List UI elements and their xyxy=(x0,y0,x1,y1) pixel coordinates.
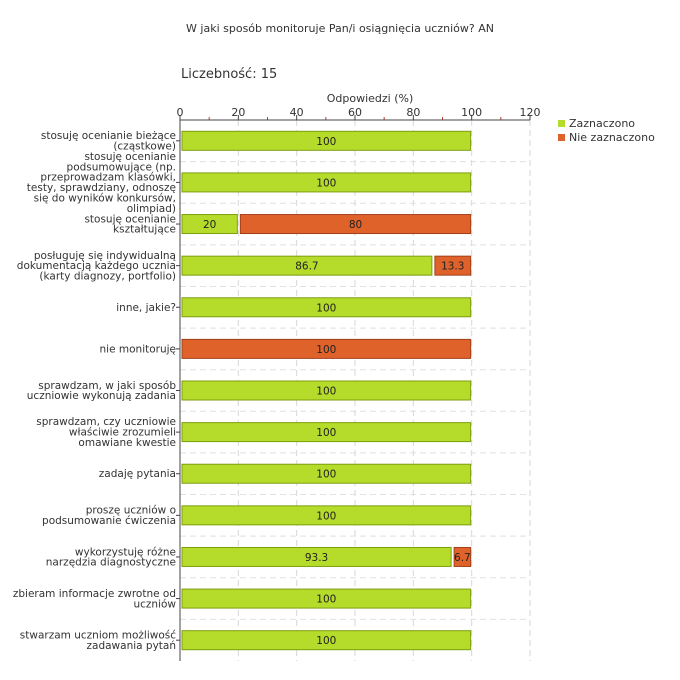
category-label: stosuję ocenianie bieżące (cząstkowe) xyxy=(41,130,176,152)
bar-zaznaczono xyxy=(181,463,472,484)
x-tick-label: 0 xyxy=(177,106,184,119)
sample-size: Liczebność: 15 xyxy=(181,67,277,82)
category-label: wykorzystuję różne narzędzia diagnostyczn… xyxy=(46,546,176,568)
data-label: 100 xyxy=(316,427,336,439)
legend-item-zaznaczono: Zaznaczono xyxy=(558,116,655,130)
category-label: inne, jakie? xyxy=(116,302,176,314)
bar-nie-zaznaczono xyxy=(453,546,472,567)
category-label: stosuję ocenianie podsumowujące (np. przep… xyxy=(27,151,176,215)
bar-nie-zaznaczono xyxy=(434,255,472,276)
legend-swatch-nie-zaznaczono xyxy=(558,133,565,141)
data-label: 100 xyxy=(316,469,336,481)
data-label: 86.7 xyxy=(295,261,318,273)
category-label: zadaję pytania xyxy=(99,468,176,480)
count-value: 15 xyxy=(260,67,278,82)
data-label: 100 xyxy=(316,302,336,314)
x-tick-label: 20 xyxy=(231,106,245,119)
data-label: 100 xyxy=(316,594,336,606)
x-tick-label: 100 xyxy=(461,106,482,119)
bar-zaznaczono xyxy=(181,255,433,276)
category-label: sprawdzam, w jaki sposób uczniowie wykonu… xyxy=(27,380,177,402)
category-label: stosuję ocenianie kształtujące xyxy=(84,213,176,235)
data-label: 93.3 xyxy=(305,552,328,564)
bar-zaznaczono xyxy=(181,130,472,151)
bar-zaznaczono xyxy=(181,297,472,318)
x-tick-label: 80 xyxy=(406,106,420,119)
data-label: 100 xyxy=(316,177,336,189)
bar-nie-zaznaczono xyxy=(181,338,472,359)
data-label: 13.3 xyxy=(441,261,464,273)
bar-zaznaczono xyxy=(181,422,472,443)
legend-label-nie-zaznaczono: Nie zaznaczono xyxy=(569,130,655,144)
category-label: posługuję się indywidualną dokumentacją k… xyxy=(17,250,176,283)
x-axis-title: Odpowiedzi (%) xyxy=(327,92,414,105)
chart-title: W jaki sposób monitoruje Pan/i osiągnięc… xyxy=(186,22,494,35)
x-tick-label: 120 xyxy=(520,106,541,119)
legend-swatch-zaznaczono xyxy=(558,119,565,127)
category-label: proszę uczniów o podsumowanie ćwiczenia xyxy=(42,505,176,527)
x-tick-label: 40 xyxy=(290,106,304,119)
data-label: 100 xyxy=(316,386,336,398)
bar-nie-zaznaczono xyxy=(239,214,472,235)
bar-zaznaczono xyxy=(181,380,472,401)
data-label: 100 xyxy=(316,344,336,356)
legend-label-zaznaczono: Zaznaczono xyxy=(569,116,636,130)
data-label: 100 xyxy=(316,136,336,148)
bar-zaznaczono xyxy=(181,505,472,526)
category-label: nie monitoruję xyxy=(100,343,176,355)
count-label: Liczebność: xyxy=(181,67,257,82)
category-label: zbieram informacje zwrotne od uczniów xyxy=(13,588,177,610)
data-label: 6.7 xyxy=(454,552,471,564)
data-label: 80 xyxy=(349,219,362,231)
bar-zaznaczono xyxy=(181,172,472,193)
bar-zaznaczono xyxy=(181,214,238,235)
bar-zaznaczono xyxy=(181,546,452,567)
legend-item-nie-zaznaczono: Nie zaznaczono xyxy=(558,130,655,144)
bar-zaznaczono xyxy=(181,630,472,651)
category-label: stwarzam uczniom możliwość zadawania pyta… xyxy=(20,629,176,651)
legend: Zaznaczono Nie zaznaczono xyxy=(558,116,655,144)
data-label: 100 xyxy=(316,635,336,647)
bar-zaznaczono xyxy=(181,588,472,609)
category-label: sprawdzam, czy uczniowie właściwie zrozum… xyxy=(36,416,176,449)
data-label: 20 xyxy=(203,219,216,231)
x-tick-label: 60 xyxy=(348,106,362,119)
data-label: 100 xyxy=(316,510,336,522)
